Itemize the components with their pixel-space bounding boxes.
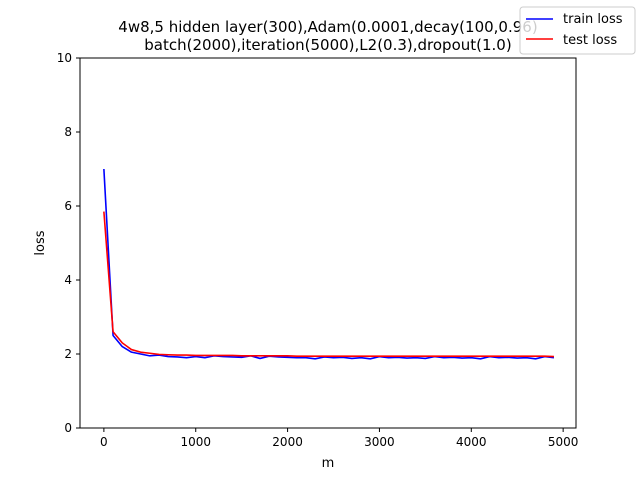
x-tick-label: 2000 [272,435,303,449]
chart-title-line2: batch(2000),iteration(5000),L2(0.3),drop… [144,36,511,54]
series-layer [103,168,555,360]
y-tick-label: 6 [64,199,72,213]
plot-area: 0 1000 2000 3000 4000 5000 0 2 4 6 8 10 [57,51,579,449]
y-tick-label: 2 [64,347,72,361]
series-line-train-loss [103,168,555,360]
y-tick-label: 10 [57,51,72,65]
x-tick-label: 0 [100,435,108,449]
x-tick-label: 1000 [180,435,211,449]
chart-title-line1: 4w8,5 hidden layer(300),Adam(0.0001,deca… [118,18,537,36]
y-tick-label: 8 [64,125,72,139]
y-tick-label: 4 [64,273,72,287]
x-axis-ticks: 0 1000 2000 3000 4000 5000 [100,428,578,449]
x-axis-label: m [322,456,335,471]
legend-label-test-loss: test loss [563,33,617,48]
axes-frame [79,57,577,429]
series-line-test-loss [103,211,554,358]
x-tick-label: 5000 [548,435,579,449]
legend-label-train-loss: train loss [563,12,623,27]
y-axis-ticks: 0 2 4 6 8 10 [57,51,80,435]
x-tick-label: 4000 [456,435,487,449]
y-tick-label: 0 [64,421,72,435]
legend: train loss test loss [519,6,636,55]
x-tick-label: 3000 [364,435,395,449]
y-axis-label: loss [33,230,48,255]
